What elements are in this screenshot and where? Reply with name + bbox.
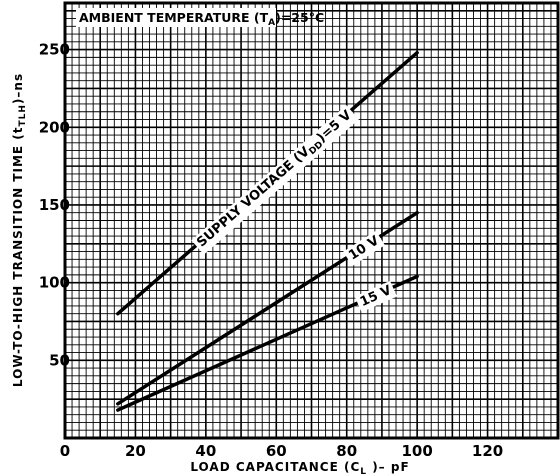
- x-tick-labels: 0 20 40 60 80 100 120: [60, 442, 503, 460]
- y-tick-label: 250: [39, 41, 70, 59]
- y-tick-label: 50: [49, 351, 70, 369]
- x-tick-label: 100: [401, 442, 432, 460]
- y-tick-label: 200: [39, 118, 70, 136]
- y-axis-title: LOW-TO-HIGH TRANSITION TIME (tTLH)–ns: [11, 73, 28, 387]
- y-axis-title-suffix: )–ns: [11, 73, 25, 104]
- y-axis-title-prefix: LOW-TO-HIGH TRANSITION TIME (t: [11, 126, 25, 387]
- plot-frame: [63, 1, 560, 440]
- y-tick-label: 150: [39, 196, 70, 214]
- series-label: SUPPLY VOLTAGE (VDD)=5 V: [194, 108, 356, 252]
- x-tick-label: 0: [60, 442, 70, 460]
- x-tick-label: 20: [125, 442, 146, 460]
- x-axis-title-suffix: )– pF: [367, 460, 410, 474]
- annotation-text: AMBIENT TEMPERATURE (TA)=25°C: [79, 10, 324, 28]
- grid-major: [64, 3, 559, 439]
- x-tick-label: 60: [266, 442, 287, 460]
- y-axis-title-sub: TLH: [18, 104, 28, 126]
- x-tick-label: 40: [195, 442, 216, 460]
- annotation-box: AMBIENT TEMPERATURE (TA)=25°C: [76, 8, 324, 28]
- x-tick-label: 80: [336, 442, 357, 460]
- annotation-sub: A: [268, 18, 275, 28]
- series-label-background: [354, 280, 397, 313]
- series-label-background: [343, 230, 385, 266]
- x-axis-title-sub: L: [360, 467, 367, 476]
- series-label-background: [191, 105, 359, 255]
- y-tick-label: 100: [39, 274, 70, 292]
- x-axis-title: LOAD CAPACITANCE (CL )– pF: [190, 460, 409, 476]
- x-tick-label: 120: [472, 442, 503, 460]
- series-layer: SUPPLY VOLTAGE (VDD)=5 V10 V15 V: [116, 50, 419, 412]
- y-tick-labels: 50 100 150 200 250: [39, 41, 70, 370]
- annotation-suffix: )=25°C: [275, 10, 324, 25]
- annotation-prefix: AMBIENT TEMPERATURE (T: [79, 10, 269, 25]
- x-axis-title-prefix: LOAD CAPACITANCE (C: [190, 460, 360, 474]
